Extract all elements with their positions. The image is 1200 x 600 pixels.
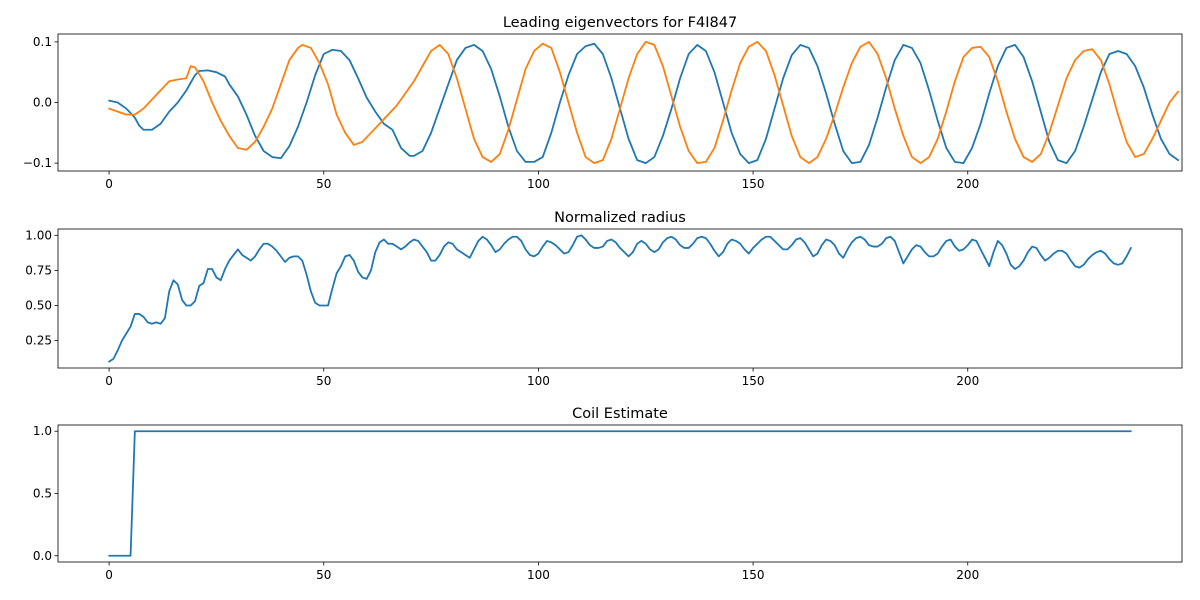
- x-tick-label: 50: [316, 568, 331, 582]
- x-tick-label: 100: [527, 568, 550, 582]
- y-tick-label: 1.0: [33, 424, 52, 438]
- axes-frame: [57, 424, 1183, 563]
- x-tick-label: 150: [742, 568, 765, 582]
- y-tick-label: 0.75: [25, 263, 52, 277]
- x-tick-label: 200: [956, 568, 979, 582]
- y-tick-label: 0.1: [33, 35, 52, 49]
- x-tick-label: 0: [105, 374, 113, 388]
- y-tick-label: 0.5: [33, 487, 52, 501]
- chart-title: Leading eigenvectors for F4I847: [503, 15, 737, 31]
- series-line-2: [108, 40, 1180, 165]
- x-tick-label: 100: [527, 177, 550, 191]
- x-tick-label: 50: [316, 177, 331, 191]
- x-tick-label: 200: [956, 177, 979, 191]
- x-tick-label: 50: [316, 374, 331, 388]
- chart-panel-1: 0 50 100 150 200 −0.1 0.0 0.1 Leading eigenvecto…: [23, 15, 1183, 191]
- chart-title: Normalized radius: [554, 210, 686, 226]
- axes-frame: [57, 228, 1183, 369]
- x-tick-label: 150: [742, 374, 765, 388]
- y-tick-label: 0.0: [33, 549, 52, 563]
- y-tick-label: −0.1: [23, 156, 52, 170]
- x-tick-label: 200: [956, 374, 979, 388]
- y-tick-label: 1.00: [25, 228, 52, 242]
- axes-frame: [57, 33, 1183, 172]
- series-line-1: [108, 430, 1132, 557]
- y-tick-label: 0.25: [25, 334, 52, 348]
- x-tick-label: 0: [105, 568, 113, 582]
- series-line-1: [108, 42, 1180, 165]
- chart-panel-3: 0 50 100 150 200 0.0 0.5 1.0 Coil Estimate: [33, 406, 1183, 582]
- y-tick-label: 0.50: [25, 299, 52, 313]
- series-line-1: [108, 234, 1132, 363]
- x-tick-label: 150: [742, 177, 765, 191]
- chart-title: Coil Estimate: [572, 406, 668, 422]
- chart-panel-2: 0 50 100 150 200 0.25 0.50 0.75 1.00 Normalized r…: [25, 210, 1183, 388]
- x-tick-label: 0: [105, 177, 113, 191]
- x-tick-label: 100: [527, 374, 550, 388]
- y-tick-label: 0.0: [33, 96, 52, 110]
